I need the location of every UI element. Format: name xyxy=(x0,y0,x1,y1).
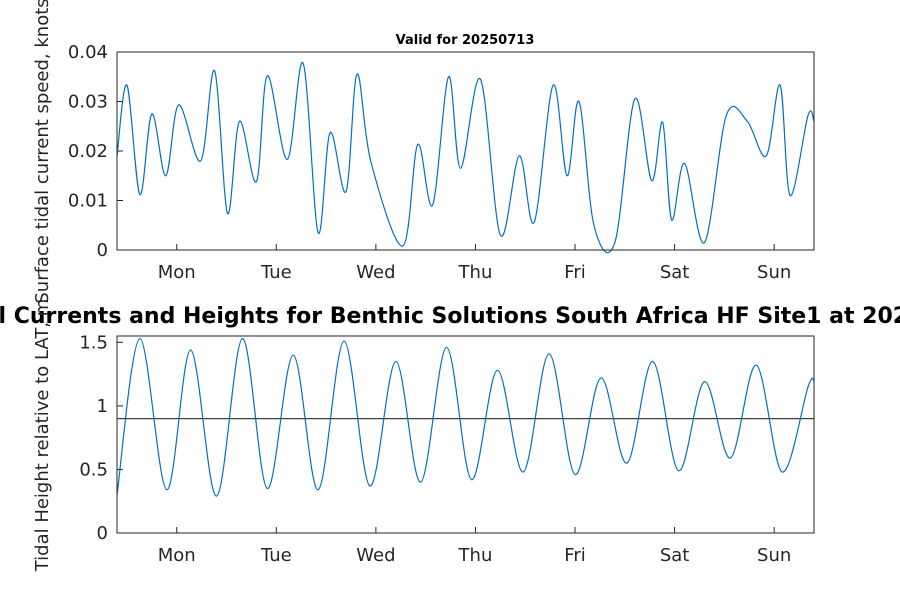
tidal-height-y-tick-label: 0.5 xyxy=(79,459,108,480)
current-speed-series-line xyxy=(116,62,815,254)
current-speed-panel: Valid for 20250713 Surface tidal current… xyxy=(32,0,815,304)
current-speed-x-tick-label-sun: Sun xyxy=(757,262,791,283)
current-speed-x-tick-label-sat: Sat xyxy=(660,262,690,283)
tidal-height-y-axis-label: Tidal Height relative to LAT, m xyxy=(32,299,53,573)
current-speed-x-tick-label-fri: Fri xyxy=(564,262,585,283)
current-speed-y-tick-label: 0.03 xyxy=(68,92,108,113)
current-speed-x-tick-label-wed: Wed xyxy=(356,262,395,283)
current-speed-x-tick-label-tue: Tue xyxy=(260,262,292,283)
tidal-height-panel-title: Tidal Currents and Heights for Benthic S… xyxy=(0,304,900,329)
current-speed-y-axis-label: Surface tidal current speed, knots xyxy=(32,0,53,304)
tidal-height-x-tick-label-fri: Fri xyxy=(564,545,585,566)
current-speed-y-tick-label: 0.04 xyxy=(68,42,108,63)
tidal-height-y-tick-label: 1 xyxy=(97,396,108,417)
tidal-height-y-tick-label: 1.5 xyxy=(79,332,108,353)
current-speed-x-tick-label-mon: Mon xyxy=(158,262,196,283)
tidal-height-ticks: 0 0.5 1 1.5 Mon Tue Wed Thu Fri Sat Sun xyxy=(79,332,791,566)
current-speed-ticks: 0 0.01 0.02 0.03 0.04 Mon Tue Wed Thu Fri Sat Sun xyxy=(68,42,791,283)
tidal-height-panel: Tidal Currents and Heights for Benthic S… xyxy=(0,299,900,573)
tidal-height-x-tick-label-sun: Sun xyxy=(757,545,791,566)
tidal-height-x-tick-label-thu: Thu xyxy=(458,545,493,566)
current-speed-axes-box xyxy=(116,51,815,251)
current-speed-x-tick-label-thu: Thu xyxy=(458,262,493,283)
tidal-height-x-tick-label-sat: Sat xyxy=(660,545,690,566)
tidal-height-series-line xyxy=(116,337,815,497)
tidal-height-y-tick-label: 0 xyxy=(97,523,108,544)
tidal-height-axes-box xyxy=(116,335,815,534)
current-speed-y-tick-label: 0.01 xyxy=(68,191,108,212)
tidal-height-x-tick-label-wed: Wed xyxy=(356,545,395,566)
current-speed-y-tick-label: 0.02 xyxy=(68,141,108,162)
current-speed-y-tick-label: 0 xyxy=(97,240,108,261)
tidal-height-x-tick-label-tue: Tue xyxy=(260,545,292,566)
current-speed-panel-title: Valid for 20250713 xyxy=(396,33,535,48)
tidal-height-x-tick-label-mon: Mon xyxy=(158,545,196,566)
